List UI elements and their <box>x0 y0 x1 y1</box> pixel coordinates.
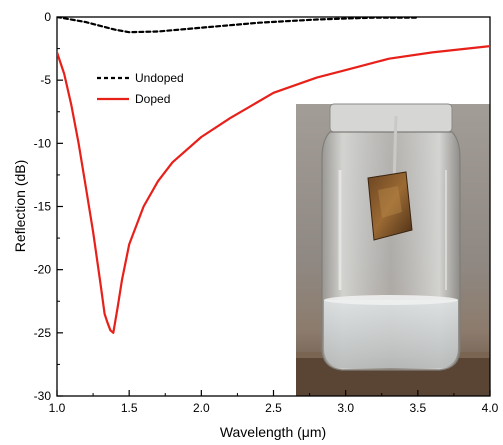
x-tick-label: 1.0 <box>49 401 66 415</box>
doped-film-icon <box>367 115 413 241</box>
x-tick-label: 3.5 <box>409 401 426 415</box>
y-tick-label: -20 <box>34 263 52 277</box>
x-tick-label: 2.5 <box>265 401 282 415</box>
series-layer <box>57 17 490 334</box>
x-tick-label: 1.5 <box>121 401 138 415</box>
x-tick-label: 2.0 <box>193 401 210 415</box>
jar-icon <box>321 103 461 371</box>
y-tick-label: 0 <box>44 10 51 24</box>
x-axis-label: Wavelength (μm) <box>220 424 326 440</box>
y-tick-label: -30 <box>34 389 52 403</box>
y-tick-label: -25 <box>34 326 52 340</box>
y-tick-label: -15 <box>34 200 52 214</box>
series-line-doped <box>57 44 490 334</box>
y-axis-label: Reflection (dB) <box>12 160 28 253</box>
x-tick-label: 3.0 <box>337 401 354 415</box>
legend-label-doped: Doped <box>135 92 170 106</box>
x-tick-label: 4.0 <box>482 401 499 415</box>
inset-photo <box>296 103 490 396</box>
y-tick-label: -5 <box>40 73 51 87</box>
axis-ticks: 1.0 1.5 2.0 2.5 3.0 3.5 4.0 0 -5 -10 -15 -20 -25 -30 <box>34 10 499 415</box>
legend: Undoped Doped <box>97 71 184 106</box>
y-tick-label: -10 <box>34 136 52 150</box>
series-line-undoped <box>57 17 419 34</box>
legend-label-undoped: Undoped <box>135 71 184 85</box>
